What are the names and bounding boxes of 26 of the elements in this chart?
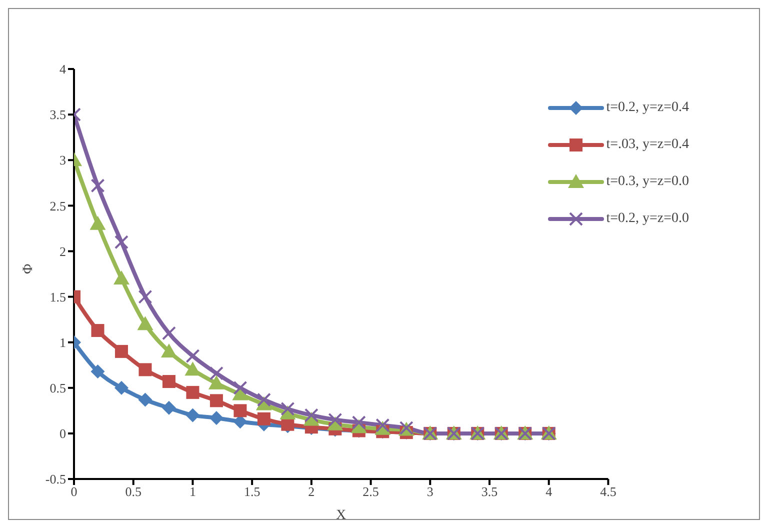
y-tick-label: 2 <box>60 244 66 259</box>
x-tick-label: 0 <box>70 484 78 500</box>
legend-label: t=0.2, y=z=0.0 <box>606 210 689 226</box>
y-tick-label: 0 <box>60 426 66 442</box>
legend-label: t=0.3, y=z=0.0 <box>606 174 689 190</box>
y-tick-label: 2.5 <box>50 198 66 214</box>
x-tick-label: 2.5 <box>362 484 379 500</box>
legend-label: t=0.2, y=z=0.4 <box>606 100 689 116</box>
legend-label: t=.03, y=z=0.4 <box>606 136 689 152</box>
x-tick-label: 4 <box>546 484 553 500</box>
y-axis-title: Φ <box>20 264 36 274</box>
x-tick-label: 2 <box>308 484 315 500</box>
x-tick-label: 1.5 <box>244 484 260 500</box>
y-tick-label: 4 <box>60 62 66 77</box>
x-tick-label: 3.5 <box>481 484 498 500</box>
y-tick-label: 0.5 <box>50 380 66 396</box>
x-tick-label: 1 <box>189 484 196 500</box>
y-tick-label: 3.5 <box>50 107 66 122</box>
x-axis-title: X <box>336 508 346 523</box>
y-tick-label: 1.5 <box>50 289 66 304</box>
x-tick-label: 0.5 <box>125 484 142 500</box>
x-tick-label: 4.5 <box>600 484 616 500</box>
y-tick-label: 1 <box>60 334 66 350</box>
y-tick-label: 3 <box>60 152 66 168</box>
x-tick-label: 3 <box>426 484 434 500</box>
y-tick-label: -0.5 <box>45 472 66 487</box>
